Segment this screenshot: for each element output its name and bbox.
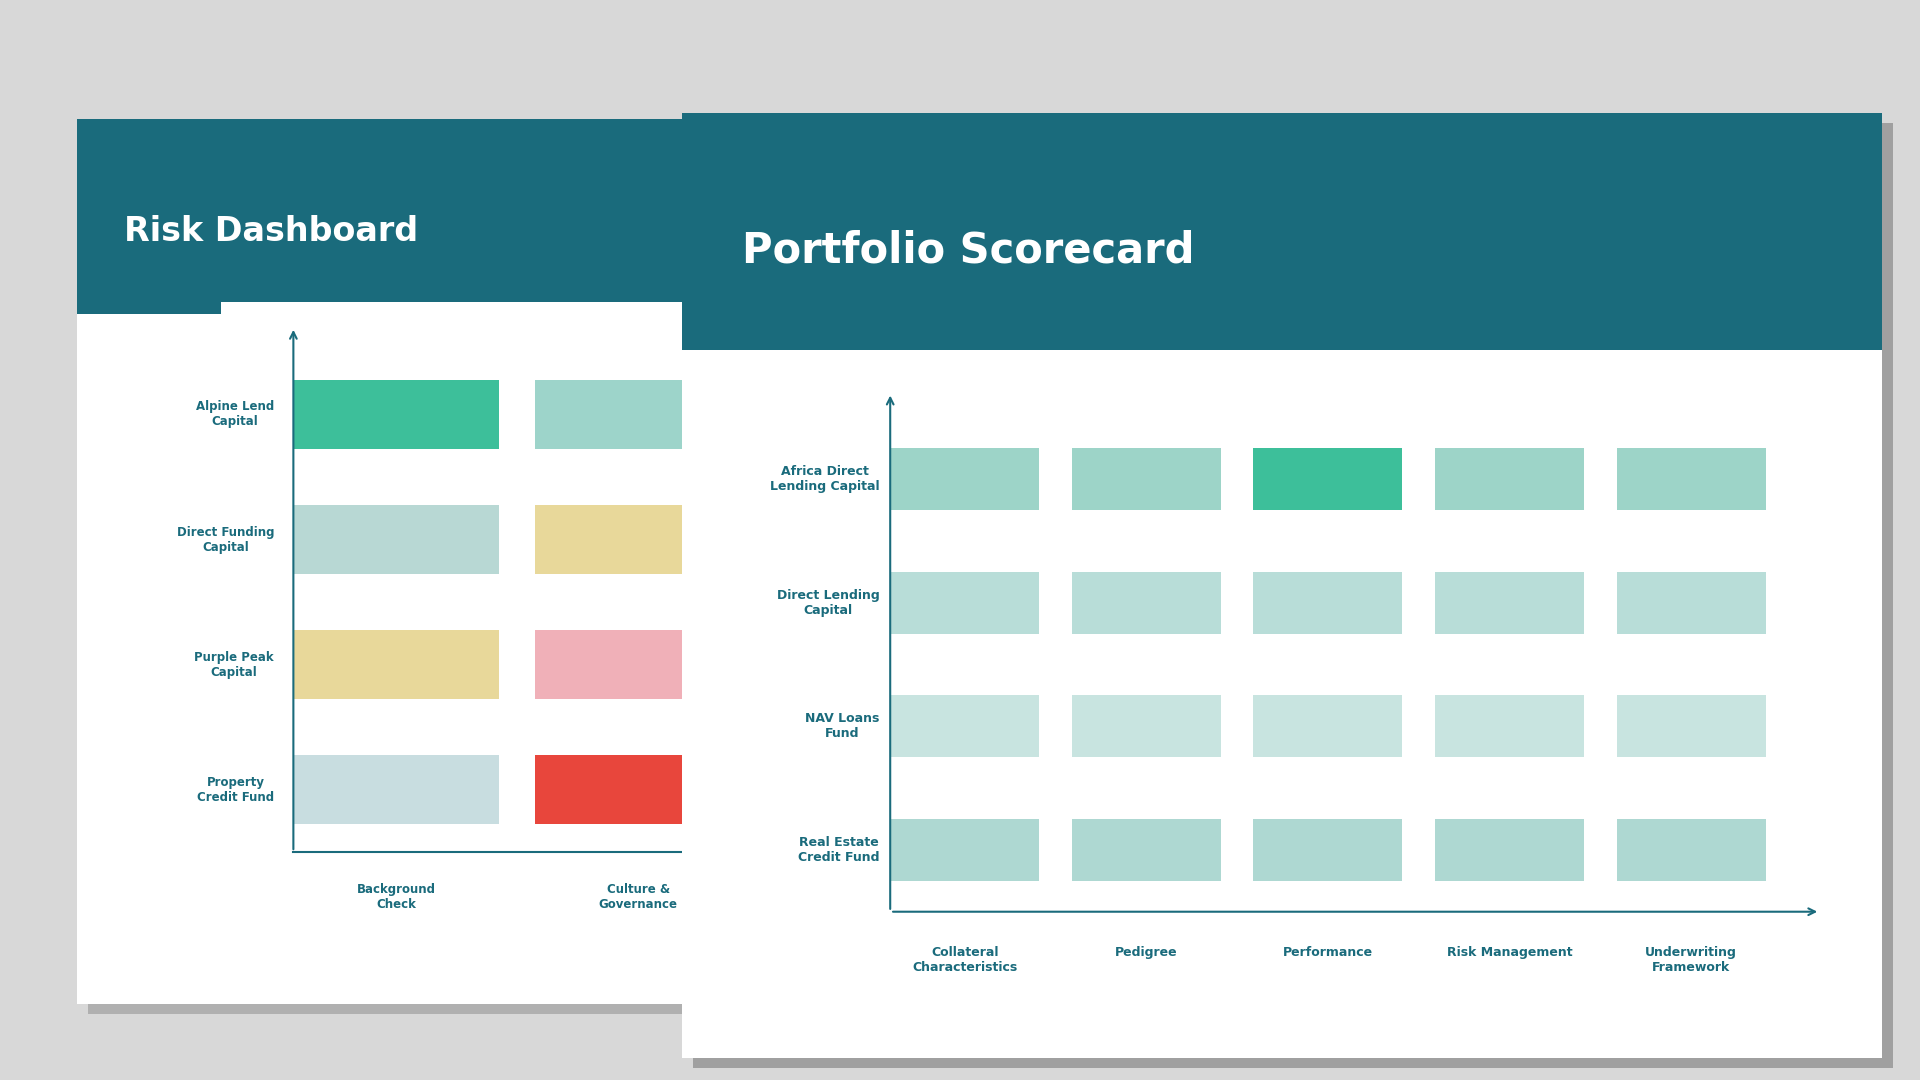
Text: Background
Check: Background Check [357,883,436,912]
Bar [1071,448,1221,510]
Bar [1254,819,1402,881]
Text: Direct Lending
Capital: Direct Lending Capital [776,589,879,617]
Bar [891,819,1039,881]
Text: Risk Management: Risk Management [1448,946,1572,959]
Bar [294,755,499,824]
Bar [536,505,741,573]
Bar [1071,572,1221,634]
Bar [1254,572,1402,634]
Bar [891,448,1039,510]
Bar [1254,696,1402,757]
Bar [294,505,499,573]
Bar [1617,448,1766,510]
Bar [536,755,741,824]
Bar [536,630,741,699]
Bar [1254,448,1402,510]
Text: Purple Peak
Capital: Purple Peak Capital [194,650,275,678]
Bar [1617,819,1766,881]
Text: Pedigree: Pedigree [1116,946,1177,959]
Bar [1434,696,1584,757]
Text: Property
Credit Fund: Property Credit Fund [198,775,275,804]
Text: Performance: Performance [1283,946,1373,959]
Bar [1434,448,1584,510]
Bar [1434,819,1584,881]
Bar [536,380,741,449]
Bar [891,696,1039,757]
Text: Alpine Lend
Capital: Alpine Lend Capital [196,401,275,429]
Text: NAV Loans
Fund: NAV Loans Fund [804,713,879,741]
Text: Culture &
Governance: Culture & Governance [599,883,678,912]
Bar [294,630,499,699]
Bar [1617,572,1766,634]
Text: Collateral
Characteristics: Collateral Characteristics [912,946,1018,974]
Text: Risk Dashboard: Risk Dashboard [125,215,419,248]
Text: Direct Funding
Capital: Direct Funding Capital [177,526,275,554]
Text: Real Estate
Credit Fund: Real Estate Credit Fund [799,836,879,864]
Bar [1071,696,1221,757]
Text: Underwriting
Framework: Underwriting Framework [1645,946,1738,974]
Text: Africa Direct
Lending Capital: Africa Direct Lending Capital [770,465,879,494]
Bar [1071,819,1221,881]
Bar [891,572,1039,634]
Bar [1617,696,1766,757]
Bar [294,380,499,449]
Bar [1434,572,1584,634]
Text: Portfolio Scorecard: Portfolio Scorecard [741,229,1194,271]
